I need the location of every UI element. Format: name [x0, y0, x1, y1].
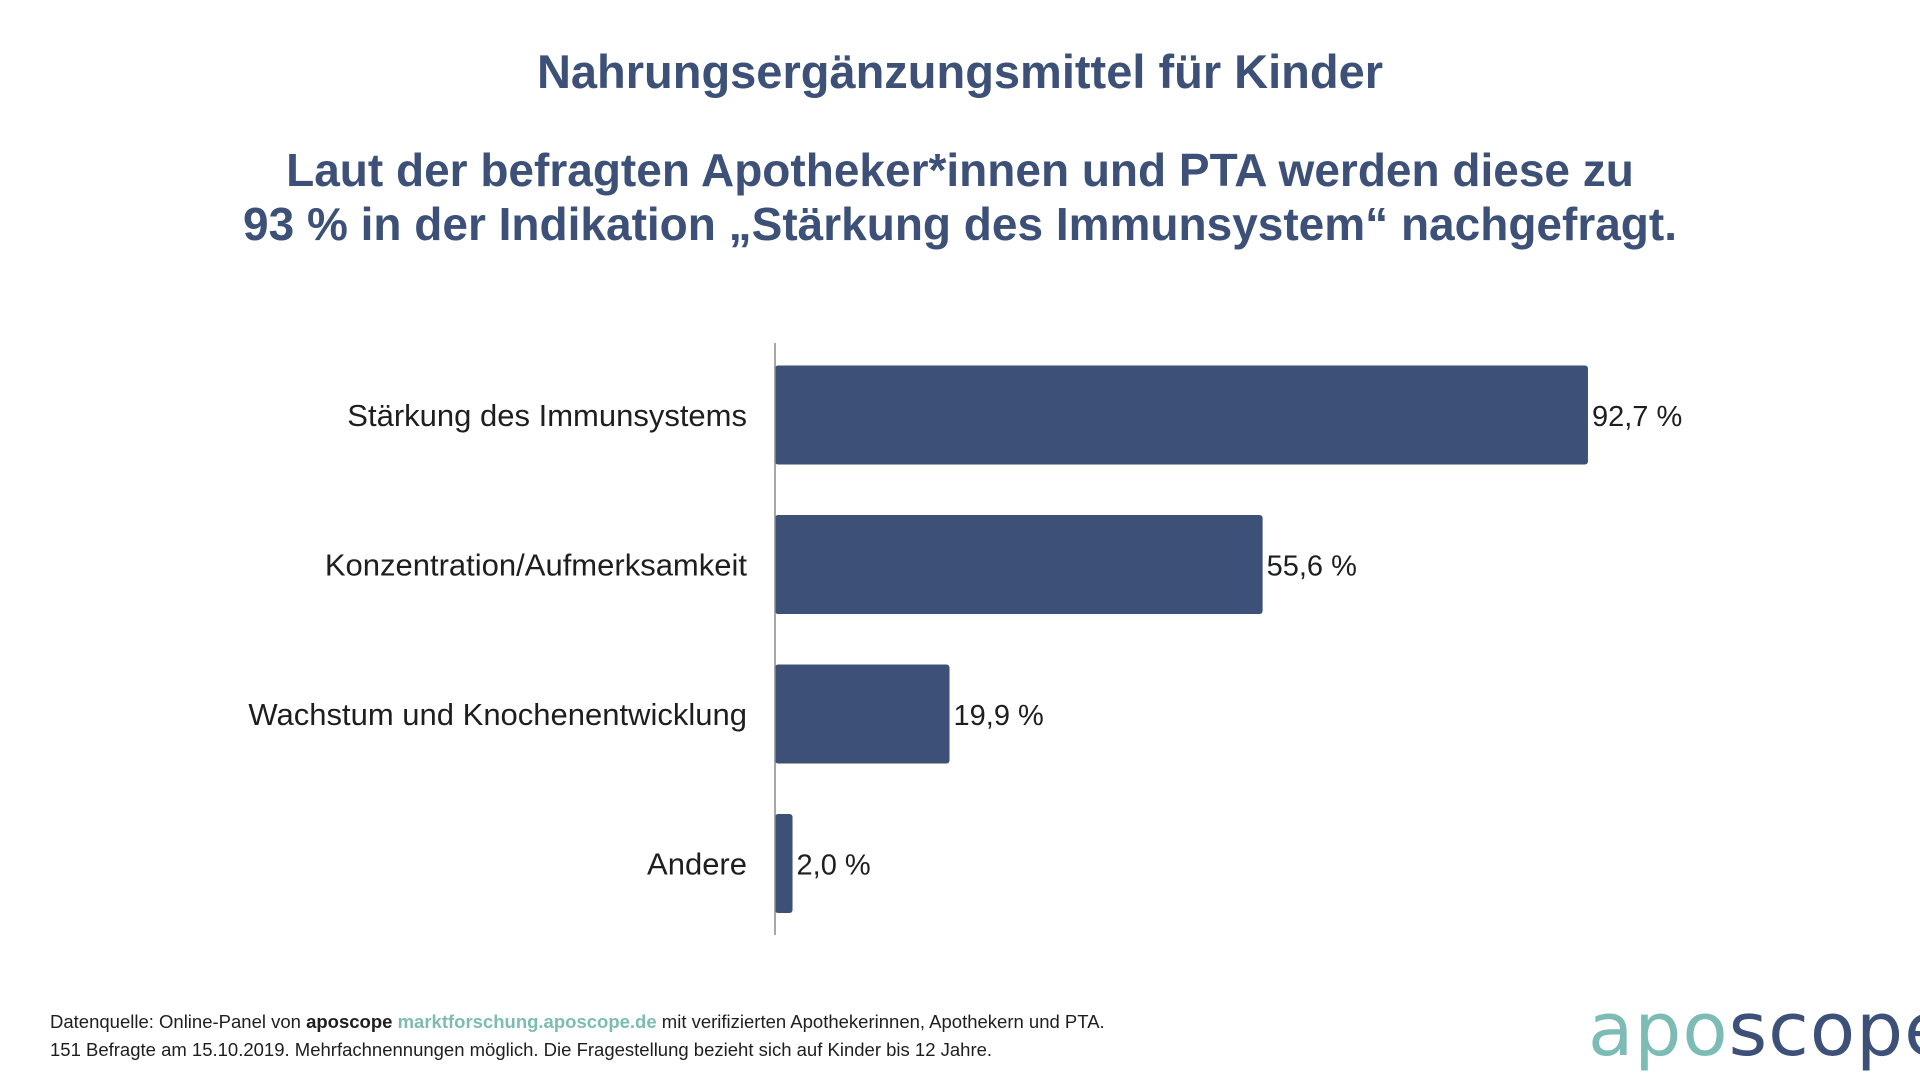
aposcope-logo: aposcope — [1588, 990, 1920, 1070]
category-label-2: Wachstum und Knochenentwicklung — [248, 697, 747, 732]
bar-1 — [775, 515, 1263, 614]
bar-2 — [775, 664, 950, 764]
source-footnote: Datenquelle: Online-Panel von aposcope m… — [50, 1008, 1105, 1064]
footnote-prefix: Datenquelle: Online-Panel von — [50, 1011, 307, 1032]
logo-part-scope: scope — [1728, 987, 1920, 1073]
footnote-line-1: Datenquelle: Online-Panel von aposcope m… — [50, 1008, 1105, 1036]
value-label-0: 92,7 % — [1592, 401, 1682, 433]
footnote-brand: aposcope — [306, 1011, 393, 1032]
footnote-suffix: mit verifizierten Apothekerinnen, Apothe… — [656, 1011, 1105, 1032]
bar-0 — [775, 365, 1588, 465]
value-label-3: 2,0 % — [797, 850, 871, 882]
bar-chart: Stärkung des Immunsystems 92,7 % Konzentra… — [248, 343, 1682, 935]
category-label-0: Stärkung des Immunsystems — [347, 398, 747, 433]
subtitle-line-1: Laut der befragten Apotheker*innen und P… — [286, 144, 1634, 196]
category-label-1: Konzentration/Aufmerksamkeit — [325, 548, 748, 583]
category-label-3: Andere — [647, 847, 747, 882]
value-label-1: 55,6 % — [1267, 551, 1357, 583]
value-label-2: 19,9 % — [954, 700, 1044, 732]
subtitle-line-2: 93 % in der Indikation „Stärkung des Imm… — [243, 198, 1677, 250]
footnote-line-2: 151 Befragte am 15.10.2019. Mehrfachnenn… — [50, 1039, 993, 1060]
footnote-link[interactable]: marktforschung.aposcope.de — [397, 1011, 657, 1032]
chart-title: Nahrungsergänzungsmittel für Kinder — [536, 45, 1384, 98]
chart-subtitle: Laut der befragten Apotheker*innen und P… — [0, 143, 1920, 251]
logo-part-apo: apo — [1588, 987, 1729, 1073]
bar-3 — [775, 814, 793, 913]
